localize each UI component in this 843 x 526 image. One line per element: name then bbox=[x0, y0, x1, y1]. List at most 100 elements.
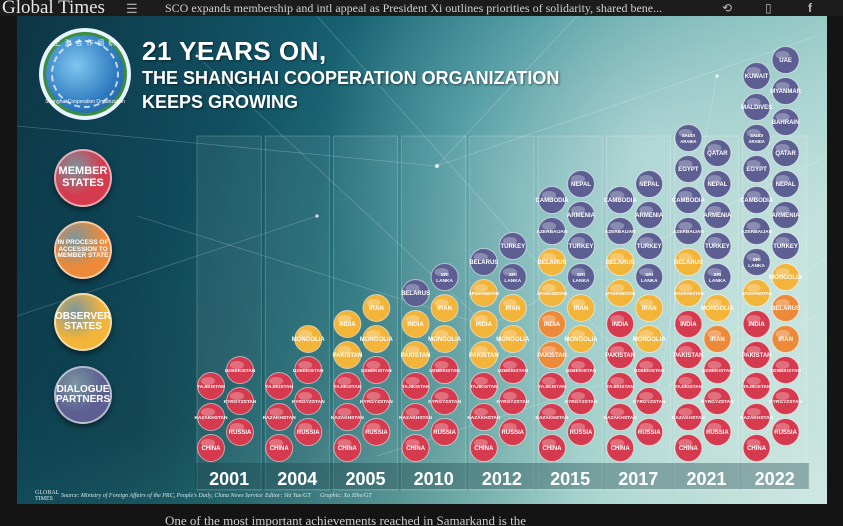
bubble-circle bbox=[674, 155, 703, 183]
bubble-highlight bbox=[746, 160, 761, 168]
country-bubble-2017-kyrgyzstan: KYRGYZSTAN bbox=[633, 387, 666, 415]
bubble-highlight bbox=[405, 346, 420, 354]
country-label: UZBEKISTAN bbox=[498, 368, 529, 374]
bubble-circle bbox=[362, 325, 391, 353]
country-bubble-2015-mongolia: MONGOLIA bbox=[565, 325, 598, 353]
bubble-highlight bbox=[405, 284, 420, 292]
bubble-circle bbox=[771, 170, 800, 198]
country-bubble-2015-armenia: ARMENIA bbox=[567, 201, 596, 229]
country-label: RUSSIA bbox=[297, 430, 320, 436]
country-label: MONGOLIA bbox=[633, 337, 667, 343]
bubble-highlight bbox=[473, 284, 488, 292]
year-label-band bbox=[195, 463, 809, 489]
bubble-circle bbox=[294, 387, 323, 415]
bubble-circle bbox=[538, 372, 566, 400]
country-bubble-2021-turkey: TURKEY bbox=[703, 232, 732, 260]
bubble-highlight bbox=[639, 206, 654, 214]
country-bubble-2022-afghanistan: AFGHANISTAN bbox=[742, 279, 772, 307]
country-bubble-2015-russia: RUSSIA bbox=[567, 418, 595, 446]
bubble-highlight bbox=[775, 361, 790, 369]
bubble-highlight bbox=[502, 361, 517, 369]
bubble-highlight bbox=[746, 377, 761, 385]
country-label: UZBEKISTAN bbox=[702, 368, 733, 374]
country-bubble-2022-russia: RUSSIA bbox=[771, 418, 800, 446]
bubble-circle bbox=[742, 403, 771, 431]
legend-item-in-process-of-accession-to-member-state: IN PROCESS OF ACCESSION TO MEMBER STATE bbox=[54, 221, 112, 279]
country-bubble-2001-kazakhstan: KAZAKHSTAN bbox=[195, 403, 228, 431]
country-bubble-2022-maldives: MALDIVES bbox=[741, 93, 772, 121]
share-icon[interactable]: ⟲ bbox=[722, 1, 733, 15]
country-label: KYRGYZSTAN bbox=[224, 399, 257, 405]
bubble-circle bbox=[606, 403, 635, 431]
country-label: UZBEKISTAN bbox=[770, 368, 801, 374]
bubble-highlight bbox=[542, 222, 556, 230]
country-label: CAMBODIA bbox=[604, 198, 638, 204]
country-bubble-2005-tajikistan: TAJIKISTAN bbox=[333, 372, 362, 400]
site-logo[interactable]: Global Times bbox=[2, 0, 105, 18]
country-bubble-2022-iran: IRAN bbox=[771, 325, 800, 353]
bubble-highlight bbox=[473, 408, 488, 416]
device-icon[interactable]: ▯ bbox=[765, 1, 772, 15]
country-bubble-2015-azerbaijan: AZERBAIJAN bbox=[537, 217, 568, 245]
country-label: EGYPT bbox=[678, 167, 699, 173]
source-footer: GLOBAL TIMES Source: Ministry of Foreign… bbox=[35, 490, 535, 502]
menu-icon[interactable]: ☰ bbox=[126, 1, 138, 16]
country-label: IRAN bbox=[778, 337, 793, 343]
bubble-highlight bbox=[269, 439, 284, 447]
country-label: CHINA bbox=[747, 446, 767, 452]
bubble-circle bbox=[674, 279, 703, 307]
bubble-circle bbox=[197, 403, 225, 431]
country-bubble-2022-myanmar: MYANMAR bbox=[770, 77, 802, 105]
bubble-highlight bbox=[434, 268, 449, 276]
country-label: LANKA bbox=[748, 263, 765, 269]
article-headline[interactable]: SCO expands membership and intl appeal a… bbox=[165, 1, 663, 15]
country-bubble-2021-belarus: BELARUS bbox=[674, 248, 703, 276]
facebook-icon[interactable]: f bbox=[808, 1, 812, 15]
year-label-2001: 2001 bbox=[209, 469, 249, 489]
country-label: MYANMAR bbox=[770, 89, 801, 95]
bubble-highlight bbox=[434, 392, 449, 400]
bubble-highlight bbox=[639, 237, 654, 245]
country-bubble-2005-russia: RUSSIA bbox=[362, 418, 391, 446]
bubble-circle bbox=[538, 403, 566, 431]
country-bubble-2022-pakistan: PAKISTAN bbox=[742, 341, 771, 369]
bubble-highlight bbox=[746, 346, 761, 354]
bubble-highlight bbox=[571, 175, 585, 183]
country-label: IRAN bbox=[574, 306, 589, 312]
country-bubble-2021-russia: RUSSIA bbox=[703, 418, 732, 446]
bubble-circle bbox=[401, 372, 430, 400]
country-label: KAZAKHSTAN bbox=[263, 415, 296, 421]
country-label: BELARUS bbox=[771, 306, 800, 312]
bubble-highlight bbox=[230, 423, 244, 431]
bubble-highlight bbox=[775, 237, 790, 245]
country-bubble-2015-turkey: TURKEY bbox=[567, 232, 595, 260]
country-label: KYRGYZSTAN bbox=[565, 399, 598, 405]
bubble-circle bbox=[401, 279, 430, 307]
bubble-highlight bbox=[775, 144, 790, 152]
bubble-circle bbox=[294, 418, 323, 446]
bubble-circle bbox=[567, 232, 595, 260]
site-header: Global Times ☰ SCO expands membership an… bbox=[0, 0, 843, 18]
bubble-highlight bbox=[337, 408, 352, 416]
country-bubble-2015-iran: IRAN bbox=[567, 294, 595, 322]
bubble-circle bbox=[674, 124, 703, 152]
bubble-highlight bbox=[610, 346, 625, 354]
country-label: UZBEKISTAN bbox=[361, 368, 392, 374]
country-label: ARMENIA bbox=[635, 213, 664, 219]
country-label: NEPAL bbox=[776, 182, 796, 188]
country-label: QATAR bbox=[707, 151, 728, 157]
country-bubble-2012-kazakhstan: KAZAKHSTAN bbox=[467, 403, 501, 431]
country-bubble-2022-kyrgyzstan: KYRGYZSTAN bbox=[769, 387, 802, 415]
bubble-highlight bbox=[678, 191, 693, 199]
bubble-circle bbox=[742, 434, 771, 462]
country-label: KAZAKHSTAN bbox=[331, 415, 364, 421]
country-bubble-2017-russia: RUSSIA bbox=[635, 418, 664, 446]
country-bubble-2005-pakistan: PAKISTAN bbox=[333, 341, 362, 369]
year-label-2010: 2010 bbox=[414, 469, 454, 489]
bubble-highlight bbox=[337, 346, 352, 354]
article-caption-text: One of the most important achievements r… bbox=[165, 513, 526, 526]
bubble-highlight bbox=[639, 268, 654, 276]
bubble-highlight bbox=[678, 377, 693, 385]
